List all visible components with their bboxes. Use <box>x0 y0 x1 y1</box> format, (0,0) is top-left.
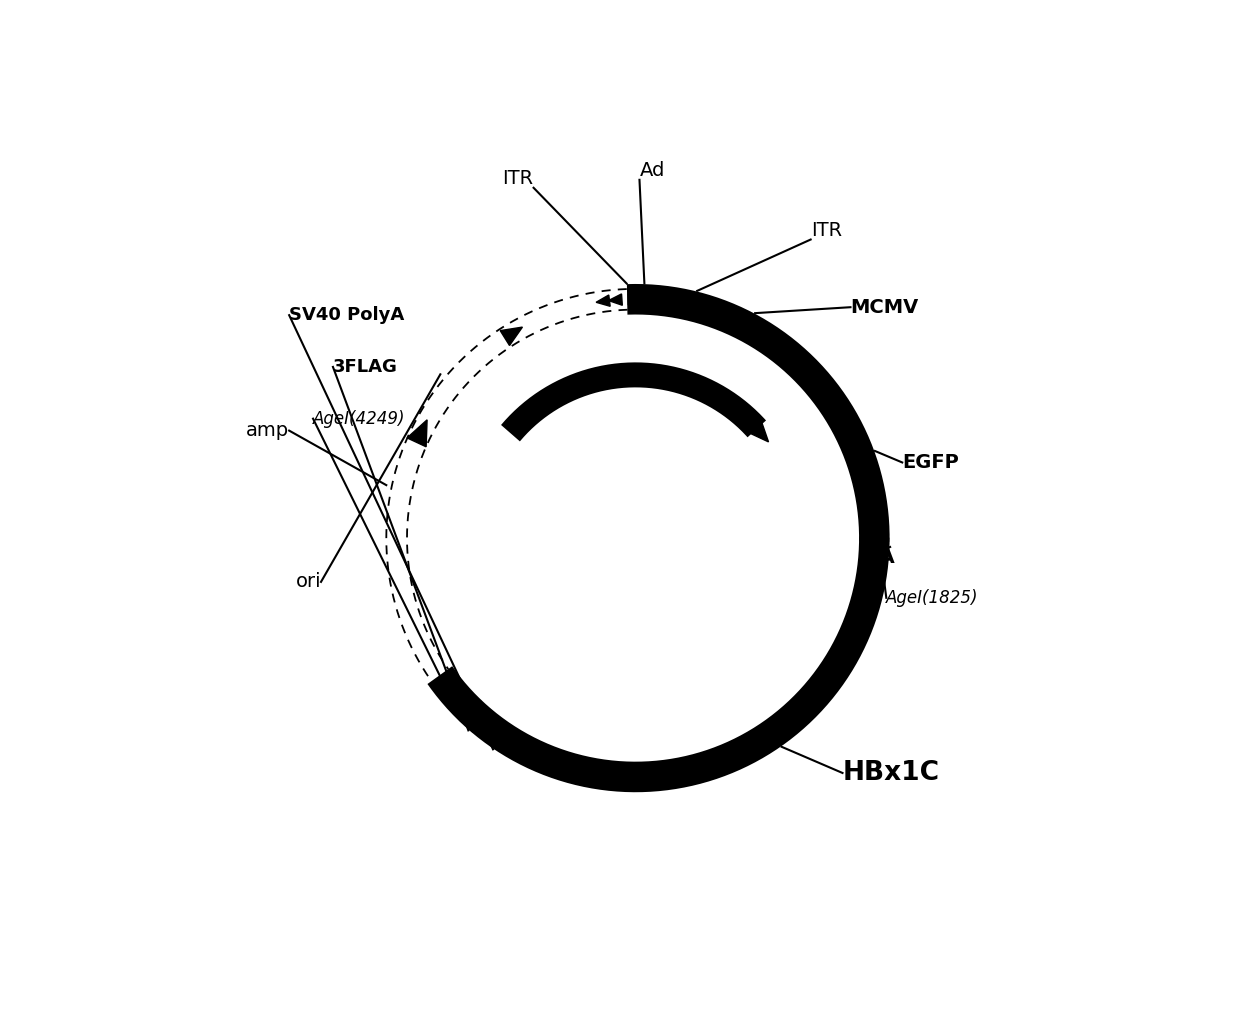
Text: AgeI(4249): AgeI(4249) <box>312 409 405 428</box>
Text: ori: ori <box>295 573 321 591</box>
Polygon shape <box>609 294 622 305</box>
Polygon shape <box>407 420 427 447</box>
Text: AgeI(1825): AgeI(1825) <box>887 588 978 607</box>
Polygon shape <box>738 315 765 336</box>
Text: ITR: ITR <box>502 169 533 188</box>
Polygon shape <box>641 294 655 305</box>
Text: MCMV: MCMV <box>851 298 919 316</box>
Text: HBx1C: HBx1C <box>842 760 940 786</box>
Polygon shape <box>471 712 490 729</box>
Text: amp: amp <box>246 421 289 440</box>
Text: 3FLAG: 3FLAG <box>334 358 398 376</box>
Polygon shape <box>629 294 641 305</box>
Text: EGFP: EGFP <box>903 453 959 472</box>
Text: 2A: 2A <box>867 548 895 568</box>
Polygon shape <box>492 730 515 749</box>
Polygon shape <box>851 456 870 483</box>
Polygon shape <box>500 327 522 345</box>
Text: Ad: Ad <box>640 161 665 180</box>
Text: ITR: ITR <box>811 220 842 240</box>
Polygon shape <box>746 419 769 442</box>
Polygon shape <box>596 295 610 306</box>
Polygon shape <box>678 757 706 778</box>
Text: SV40 PolyA: SV40 PolyA <box>289 306 404 325</box>
